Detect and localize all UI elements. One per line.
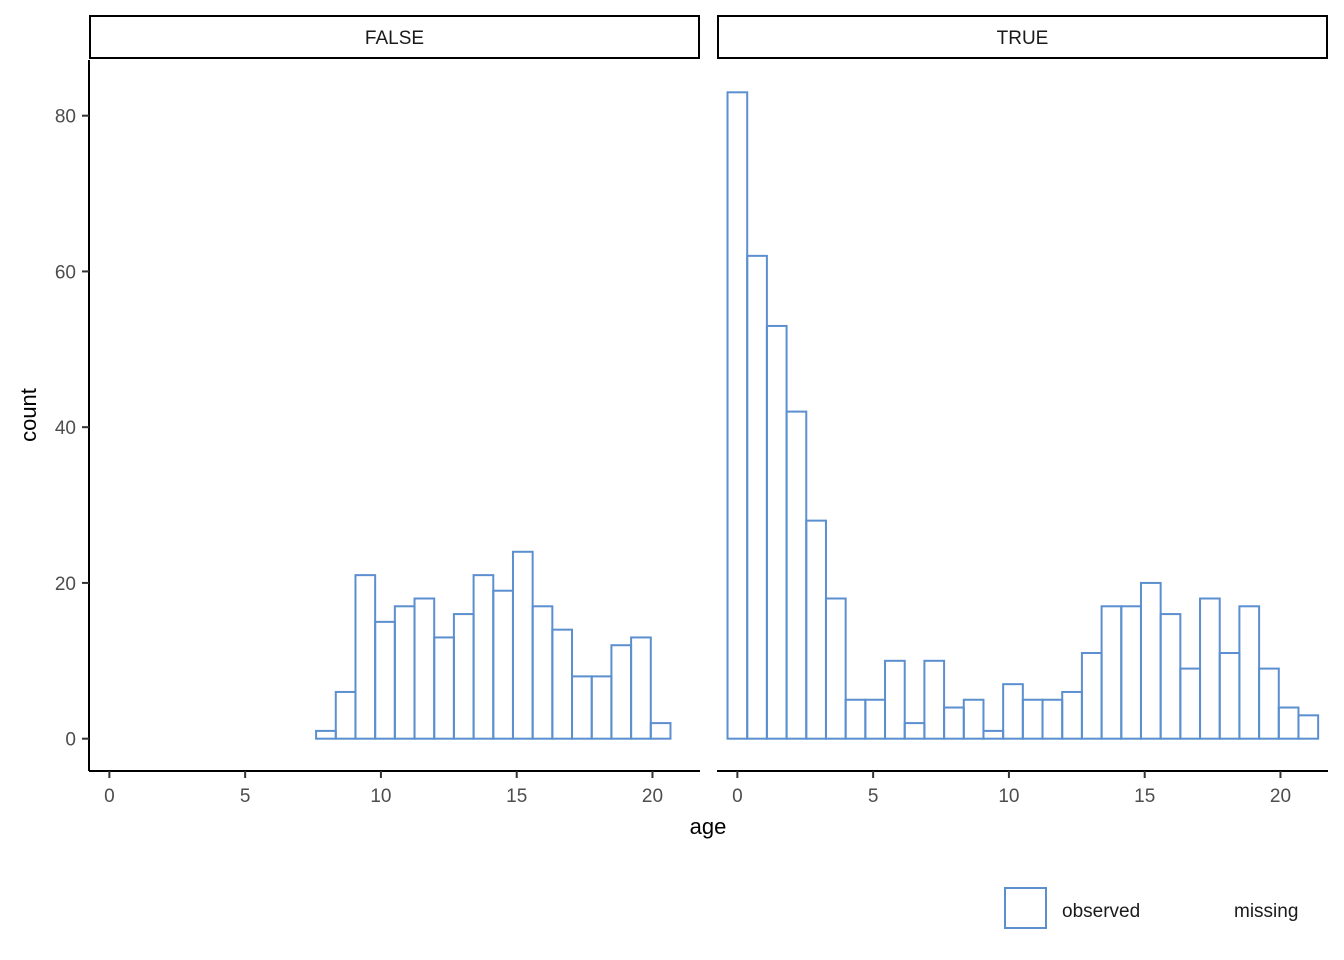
histogram-bar — [844, 698, 867, 740]
histogram-bar — [726, 91, 749, 740]
x-axis-title: age — [690, 814, 727, 839]
panel-true: TRUE 0 5 10 15 20 — [717, 15, 1328, 807]
histogram-bar — [531, 605, 554, 740]
histogram-bar — [805, 519, 827, 740]
legend-label-missing: missing — [1234, 901, 1298, 922]
histogram-bar — [315, 729, 337, 740]
y-tick-label: 40 — [55, 418, 76, 439]
histogram-bar — [551, 628, 574, 740]
histogram-bar — [765, 324, 788, 740]
histogram-bar — [943, 706, 965, 740]
histogram-bar — [1021, 698, 1044, 740]
histogram-bar — [334, 690, 357, 740]
histogram-bar — [1199, 597, 1221, 740]
histogram-bar — [610, 644, 633, 740]
facet-strip — [717, 15, 1328, 59]
histogram-bar — [1120, 605, 1142, 740]
histogram-bar — [864, 698, 887, 740]
x-tick-label: 20 — [642, 786, 663, 807]
histogram-bar — [785, 410, 808, 740]
histogram-bar — [1080, 652, 1103, 740]
legend-key-observed — [1004, 887, 1047, 929]
histogram-bar — [746, 254, 768, 740]
histogram-bar — [1238, 605, 1261, 740]
x-tick-label: 15 — [1134, 786, 1155, 807]
histogram-bar — [903, 722, 926, 740]
y-tick-label: 60 — [55, 262, 76, 283]
histogram-bar — [452, 613, 475, 740]
histogram-bar — [962, 698, 985, 740]
histogram-bar — [393, 605, 416, 740]
x-tick-label: 10 — [998, 786, 1019, 807]
x-tick-label: 5 — [868, 786, 879, 807]
legend-label-observed: observed — [1062, 901, 1140, 922]
histogram-bar — [511, 550, 534, 740]
histogram-bar — [1061, 690, 1083, 740]
x-tick-label: 20 — [1270, 786, 1291, 807]
histogram-bar — [1179, 667, 1202, 740]
y-tick-label: 0 — [65, 730, 76, 751]
histogram-bar — [982, 729, 1005, 740]
histogram-bar — [1297, 714, 1320, 740]
histogram-bar — [1159, 613, 1182, 740]
facet-strip-label: TRUE — [997, 28, 1049, 49]
x-tick-label: 0 — [104, 786, 115, 807]
histogram-bar — [649, 722, 672, 740]
histogram-bar — [492, 589, 514, 740]
x-tick-label: 0 — [732, 786, 743, 807]
histogram-bar — [1100, 605, 1123, 740]
histogram-bar — [1041, 698, 1064, 740]
histogram-bar — [1277, 706, 1300, 740]
histogram-bar — [354, 574, 377, 740]
x-tick-label: 5 — [240, 786, 251, 807]
legend: observed missing — [1004, 887, 1298, 929]
y-tick-label: 80 — [55, 107, 76, 128]
histogram-bar — [884, 659, 906, 740]
y-tick-label: 20 — [55, 574, 76, 595]
histogram-bar — [923, 659, 946, 740]
histogram-bar — [590, 675, 613, 740]
x-tick-label: 15 — [506, 786, 527, 807]
facet-panels: FALSE 0 5 10 15 20 0 20 40 60 80 TRUE 0 5 10 15 20 — [55, 15, 1328, 807]
histogram-bar — [472, 574, 495, 740]
histogram-bar — [413, 597, 436, 740]
histogram-bar — [374, 620, 396, 740]
histogram-bar — [1258, 667, 1280, 740]
histogram-bar — [571, 675, 593, 740]
histogram-bar — [433, 636, 455, 740]
histogram-bar — [1139, 581, 1162, 740]
y-axis-title: count — [16, 388, 41, 442]
facet-strip — [89, 15, 700, 59]
histogram-bar — [630, 636, 652, 740]
histogram-bar — [824, 597, 847, 740]
facet-strip-label: FALSE — [365, 28, 424, 49]
histogram-bar — [1002, 683, 1024, 740]
panel-false: FALSE 0 5 10 15 20 0 20 40 60 80 — [55, 15, 700, 807]
x-tick-label: 10 — [370, 786, 391, 807]
histogram-bar — [1218, 652, 1241, 740]
